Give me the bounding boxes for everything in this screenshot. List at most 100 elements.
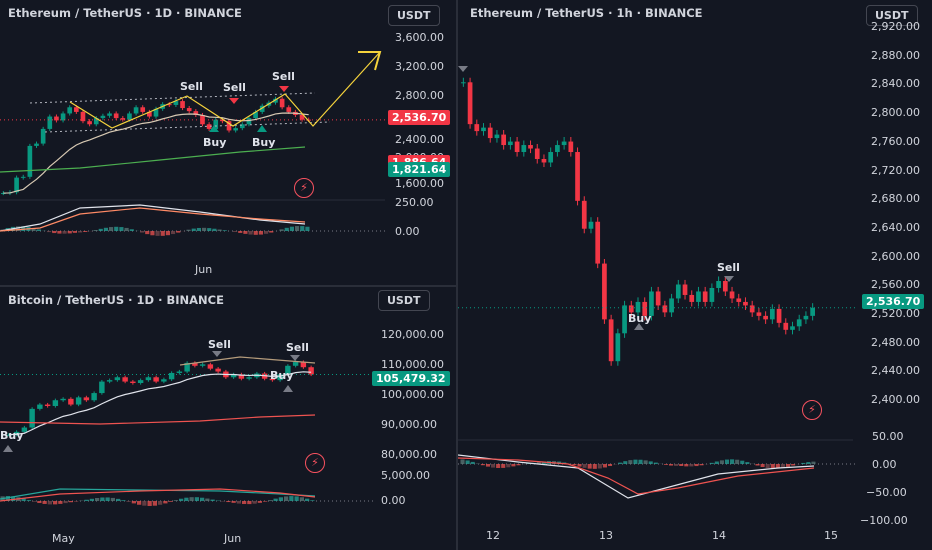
eth-hourly-histogram-bar [765, 464, 770, 469]
eth-hourly-price-tick: 2,600.00 [871, 249, 920, 263]
btc-daily-candle-body [37, 404, 43, 409]
eth-daily-candle-body [100, 115, 106, 119]
eth-hourly-chart-svg[interactable] [458, 0, 932, 550]
btc-daily-buy-label: Buy [0, 429, 24, 442]
btc-daily-sell-marker [290, 355, 300, 361]
eth-hourly-candle-body [749, 305, 755, 313]
eth-daily-candle-body [74, 107, 79, 112]
eth-hourly-histogram-bar [740, 460, 745, 464]
eth-daily-candle-body [299, 115, 305, 120]
btc-daily-histogram-bar [63, 501, 68, 504]
eth-daily-chart-svg[interactable] [0, 0, 456, 285]
alert-bolt-icon[interactable]: ⚡ [305, 453, 325, 473]
btc-daily-candle-body [122, 377, 128, 382]
eth-hourly-histogram-bar [801, 462, 806, 464]
eth-hourly-histogram-bar [699, 464, 704, 466]
eth-hourly-histogram-bar [770, 464, 775, 469]
btc-daily-candle-body [168, 372, 175, 380]
eth-hourly-candle-body [776, 308, 782, 323]
eth-daily-macd-line [0, 204, 306, 232]
eth-daily-histogram-bar [233, 231, 238, 232]
eth-daily-candle-body [80, 111, 86, 122]
eth-daily-candle-body [107, 113, 112, 116]
eth-hourly-candle-body [568, 141, 574, 153]
eth-hourly-price-tick: 2,400.00 [871, 393, 920, 407]
eth-hourly-candle-body [790, 326, 795, 330]
btc-daily-mid-ma [179, 356, 316, 366]
eth-hourly-candle-body [743, 301, 748, 306]
btc-daily-candle-body [21, 427, 28, 432]
btc-daily-histogram-bar [236, 501, 241, 504]
eth-hourly-panel[interactable]: Ethereum / TetherUS · 1h · BINANCE USDT … [458, 0, 932, 550]
eth-hourly-histogram-bar [506, 464, 511, 468]
eth-hourly-histogram-bar [648, 461, 653, 464]
eth-daily-candle-body [173, 101, 179, 105]
btc-daily-osc-tick: 0.00 [381, 494, 406, 507]
eth-hourly-sell-marker [458, 66, 468, 72]
horizontal-divider[interactable] [0, 285, 456, 287]
eth-daily-ma-tag-2: 1,821.64 [388, 162, 451, 177]
eth-daily-histogram-bar [248, 231, 253, 235]
eth-daily-candle-body [193, 111, 199, 115]
btc-daily-candle-body [75, 397, 82, 405]
eth-hourly-candle-body [662, 305, 668, 313]
btc-daily-price-tick: 100,000.00 [381, 388, 444, 401]
btc-daily-panel[interactable]: Bitcoin / TetherUS · 1D · BINANCE USDT 1… [0, 287, 456, 550]
eth-daily-buy-label: Buy [203, 136, 227, 149]
eth-hourly-histogram-bar [679, 464, 684, 466]
eth-hourly-candle-body [642, 301, 648, 316]
eth-daily-histogram-bar [62, 231, 67, 234]
vertical-divider[interactable] [456, 0, 458, 550]
eth-hourly-price-tick: 2,720.00 [871, 163, 920, 177]
eth-hourly-histogram-bar [643, 460, 648, 464]
eth-hourly-histogram-bar [587, 464, 592, 469]
btc-daily-sell-label: Sell [286, 341, 309, 354]
alert-bolt-icon[interactable]: ⚡ [294, 178, 314, 198]
eth-daily-candle-body [113, 113, 119, 119]
btc-daily-last-price-tag: 105,479.32 [372, 371, 450, 386]
btc-daily-candle-body [60, 398, 66, 401]
eth-hourly-histogram-bar [623, 461, 628, 464]
eth-hourly-histogram-bar [628, 460, 633, 464]
btc-daily-histogram-bar [95, 498, 100, 501]
eth-hourly-candle-body [675, 284, 681, 299]
eth-hourly-price-tick: 2,800.00 [871, 106, 920, 120]
eth-daily-price-tick: 2,400.00 [395, 133, 444, 146]
eth-hourly-price-tick: 2,480.00 [871, 335, 920, 349]
eth-hourly-currency-button[interactable]: USDT [866, 5, 918, 26]
btc-daily-candle-body [106, 380, 113, 382]
btc-daily-price-tick: 80,000.00 [381, 448, 437, 461]
eth-daily-sell-marker [279, 86, 289, 92]
eth-hourly-candle-body [736, 298, 742, 302]
btc-daily-candle-body [44, 404, 51, 406]
btc-daily-currency-button[interactable]: USDT [378, 290, 430, 311]
eth-hourly-price-tick: 2,760.00 [871, 134, 920, 148]
btc-daily-histogram-bar [205, 498, 210, 501]
btc-daily-histogram-bar [194, 497, 199, 501]
eth-daily-panel[interactable]: Ethereum / TetherUS · 1D · BINANCE USDT … [0, 0, 456, 285]
eth-daily-histogram-bar [186, 229, 191, 231]
btc-daily-candle-body [130, 381, 136, 384]
eth-hourly-histogram-bar [577, 464, 582, 467]
eth-hourly-histogram-bar [526, 463, 531, 464]
eth-hourly-osc-tick: −100.00 [860, 514, 908, 527]
eth-daily-sell-label: Sell [272, 70, 295, 83]
btc-daily-candle-body [292, 362, 299, 366]
eth-hourly-sell-label: Sell [717, 261, 740, 274]
eth-daily-histogram-bar [279, 229, 284, 231]
eth-daily-histogram-bar [300, 226, 305, 231]
eth-hourly-candle-body [555, 145, 560, 153]
eth-daily-candle-body [206, 124, 212, 129]
btc-daily-histogram-bar [305, 498, 310, 501]
eth-hourly-candle-body [528, 145, 533, 149]
btc-daily-chart-svg[interactable] [0, 287, 456, 550]
alert-bolt-icon[interactable]: ⚡ [802, 400, 822, 420]
eth-hourly-histogram-bar [516, 464, 521, 466]
btc-daily-candle-body [114, 377, 121, 381]
eth-daily-currency-button[interactable]: USDT [388, 5, 440, 26]
eth-daily-histogram-bar [72, 231, 77, 233]
btc-daily-histogram-bar [289, 496, 294, 501]
eth-daily-histogram-bar [253, 231, 258, 235]
eth-hourly-candle-body [467, 82, 473, 125]
eth-hourly-histogram-bar [618, 462, 623, 464]
